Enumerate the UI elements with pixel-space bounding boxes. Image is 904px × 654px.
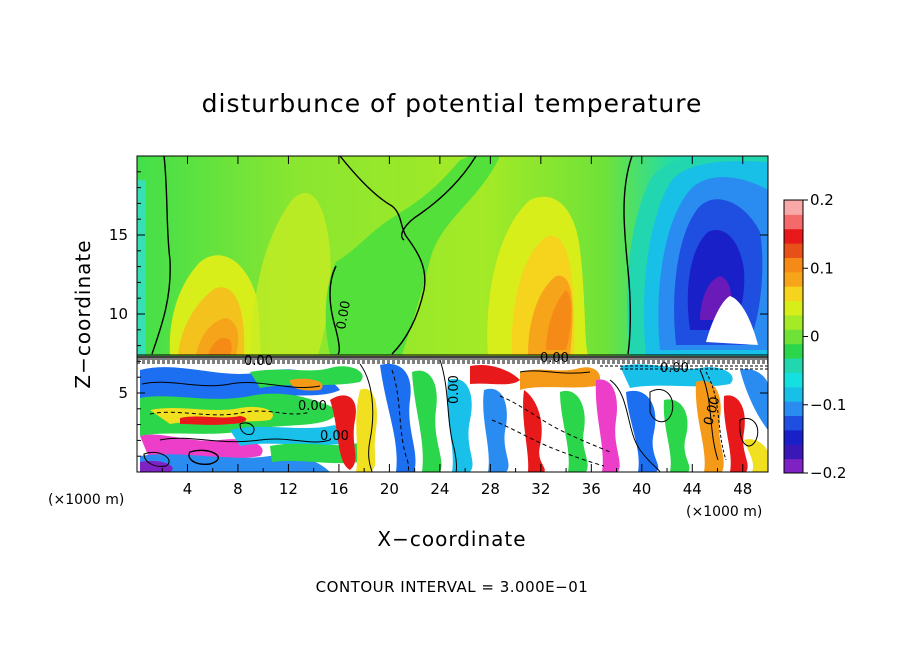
plot-area: 0.00 0.00 0.00 0.00 0.00 0.00 0.00 0.00 [137, 156, 768, 472]
colorbar-cell [784, 243, 803, 258]
colorbar-cell [784, 314, 803, 330]
contour-interval-note: CONTOUR INTERVAL = 3.000E−01 [316, 578, 589, 596]
colorbar-cell [784, 200, 803, 215]
colorbar-cell [784, 372, 803, 388]
x-tick-label: 16 [329, 480, 348, 498]
contour-label: 0.00 [540, 351, 569, 366]
colorbar-cell [784, 228, 803, 244]
colorbar-cell [784, 257, 803, 273]
chart-title: disturbunce of potential temperature [202, 89, 703, 118]
colorbar-cell [784, 415, 803, 431]
colorbar-cell [784, 444, 803, 460]
contour-label: 0.00 [244, 354, 273, 369]
x-tick-label: 24 [430, 480, 449, 498]
colorbar-cell [784, 401, 803, 417]
colorbar-tick-label: 0.2 [810, 191, 834, 209]
x-tick-label: 8 [233, 480, 243, 498]
colorbar-cell [784, 458, 803, 474]
x-tick-label: 12 [279, 480, 298, 498]
y-tick-label: 10 [109, 305, 128, 323]
colorbar-cell [784, 300, 803, 316]
y-tick-label: 5 [118, 384, 128, 402]
colorbar-cell [784, 214, 803, 230]
colorbar-cell [784, 429, 803, 445]
tropopause-contours [137, 354, 768, 370]
contour-label: 0.00 [334, 300, 354, 331]
contour-label: 0.00 [298, 399, 327, 414]
contour-label: 0.00 [320, 429, 349, 444]
x-axis: 4 8 12 16 20 24 28 32 36 40 44 48 [161, 156, 752, 498]
colorbar: 0.2 0.1 0 −0.1 −0.2 [783, 191, 846, 482]
contour-labels: 0.00 0.00 0.00 0.00 0.00 0.00 0.00 0.00 [244, 300, 723, 444]
colorbar-cell [784, 386, 803, 402]
x-tick-label: 28 [481, 480, 500, 498]
colorbar-tick-label: −0.1 [810, 396, 846, 414]
x-tick-label: 20 [380, 480, 399, 498]
contour-label: 0.00 [447, 375, 462, 404]
y-tick-label: 15 [109, 226, 128, 244]
colorbar-cell [784, 343, 803, 359]
x-tick-label: 40 [632, 480, 651, 498]
y-axis-title: Z−coordinate [71, 239, 95, 388]
x-tick-label: 36 [582, 480, 601, 498]
x-unit-label-right: (×1000 m) [686, 504, 762, 520]
colorbar-tick-label: 0.1 [810, 259, 834, 277]
x-tick-label: 44 [683, 480, 702, 498]
zero-contours [151, 156, 633, 355]
contour-label: 0.00 [660, 361, 689, 376]
y-axis: 5 10 15 [109, 171, 768, 457]
lower-contours [141, 359, 759, 472]
x-tick-label: 4 [183, 480, 193, 498]
x-axis-title: X−coordinate [377, 527, 526, 551]
x-unit-label-left: (×1000 m) [48, 492, 124, 508]
colorbar-tick-label: 0 [810, 328, 820, 346]
colorbar-cell [784, 358, 803, 373]
colorbar-cell [784, 286, 803, 302]
colorbar-cell [784, 271, 803, 287]
colorbar-tick-label: −0.2 [810, 464, 846, 482]
contour-label: 0.00 [701, 395, 723, 427]
colorbar-cell [784, 329, 803, 345]
x-tick-label: 32 [531, 480, 550, 498]
x-tick-label: 48 [733, 480, 752, 498]
